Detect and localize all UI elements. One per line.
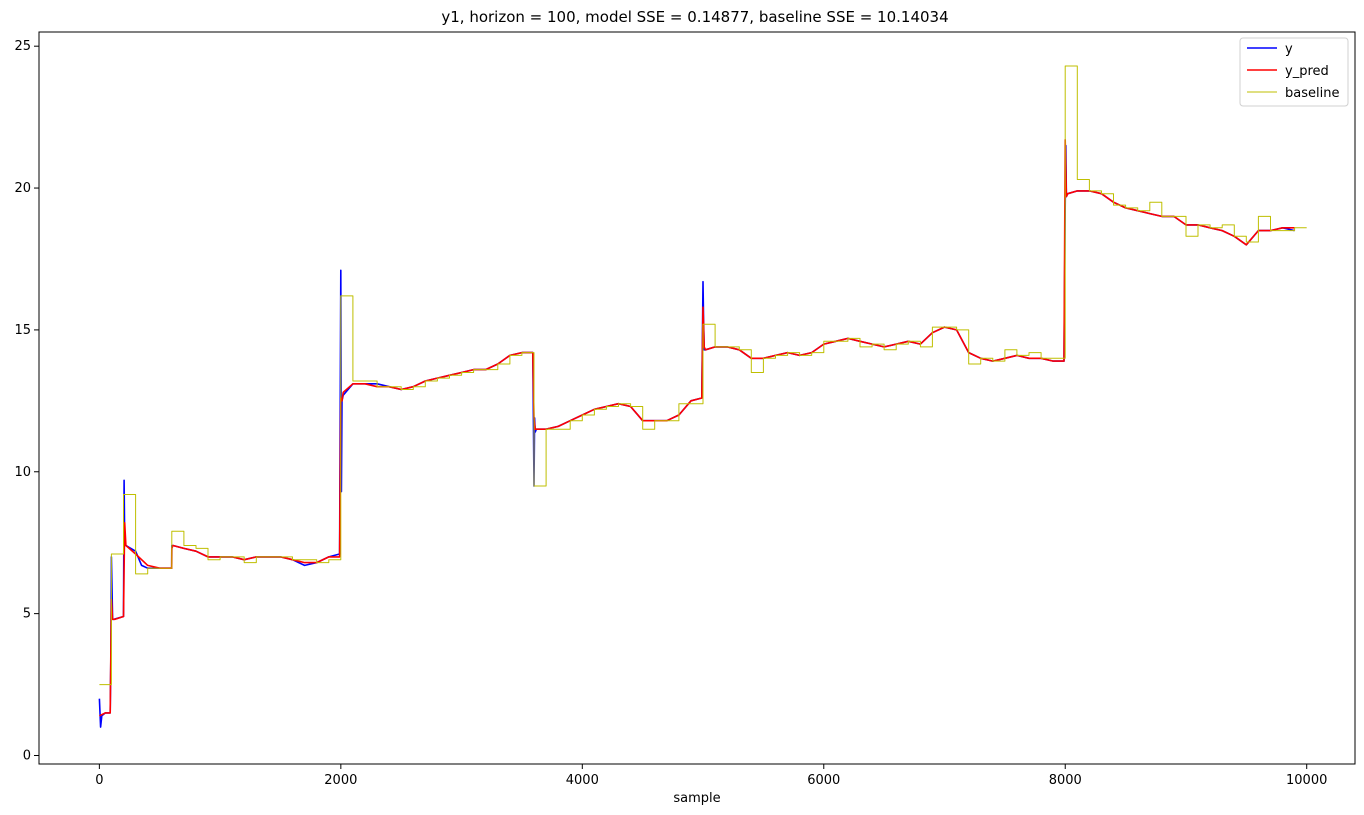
legend-y_pred-label: y_pred bbox=[1285, 64, 1329, 79]
legend-box bbox=[1239, 37, 1349, 107]
x-tick-label: 4000 bbox=[566, 773, 599, 788]
axes-frame bbox=[38, 31, 1356, 765]
series-line-y bbox=[98, 144, 1295, 728]
y-tick-label: 10 bbox=[14, 465, 31, 480]
y-axis: 0 5 10 15 20 25 bbox=[14, 39, 39, 763]
x-tick-label: 8000 bbox=[1049, 773, 1082, 788]
series-line-baseline bbox=[99, 65, 1307, 686]
plot-area bbox=[38, 31, 1356, 765]
y-tick-label: 5 bbox=[23, 607, 31, 622]
x-tick-label: 0 bbox=[95, 773, 103, 788]
y-tick-label: 0 bbox=[23, 748, 31, 763]
y-tick-label: 20 bbox=[14, 181, 31, 196]
x-tick-label: 10000 bbox=[1286, 773, 1327, 788]
x-axis-label: sample bbox=[673, 791, 720, 806]
legend-y-label: y bbox=[1285, 42, 1293, 57]
y-tick-label: 25 bbox=[14, 39, 31, 54]
series-layer bbox=[98, 65, 1307, 728]
x-tick-label: 6000 bbox=[807, 773, 840, 788]
x-tick-label: 2000 bbox=[324, 773, 357, 788]
chart-title: y1, horizon = 100, model SSE = 0.14877, … bbox=[441, 8, 948, 26]
legend-baseline-label: baseline bbox=[1285, 86, 1339, 101]
series-line-y_pred bbox=[99, 139, 1295, 717]
y-tick-label: 15 bbox=[14, 323, 31, 338]
legend: y y_pred baseline bbox=[1239, 37, 1349, 107]
x-axis: 0 2000 4000 6000 8000 10000 bbox=[95, 764, 1327, 788]
